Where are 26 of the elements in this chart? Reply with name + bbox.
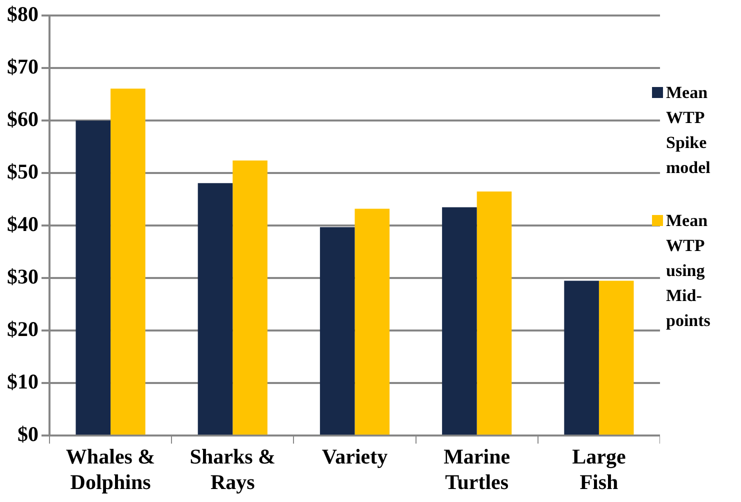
bar xyxy=(76,120,111,435)
legend-label: Mean WTP Spike model xyxy=(666,82,712,179)
y-tick-label: $80 xyxy=(7,2,38,26)
bar xyxy=(110,88,146,435)
x-tick-label: Marine Turtles xyxy=(444,444,510,494)
legend-label: Mean WTP using Mid-points xyxy=(666,210,712,332)
bar xyxy=(476,191,512,435)
x-tick-label: Sharks & Rays xyxy=(190,444,276,494)
y-tick-label: $30 xyxy=(7,264,38,289)
bar xyxy=(598,280,634,435)
x-tick-label: Large Fish xyxy=(572,444,626,494)
y-tick-label: $40 xyxy=(7,212,38,236)
bar xyxy=(354,208,390,435)
y-tick-label: $20 xyxy=(7,317,38,342)
bar xyxy=(198,183,233,435)
y-tick-label: $10 xyxy=(7,370,38,394)
y-tick-label: $50 xyxy=(7,160,38,184)
bar xyxy=(320,227,355,435)
bar xyxy=(442,207,477,435)
x-tick-label: Variety xyxy=(322,444,388,469)
y-tick-label: $60 xyxy=(7,107,38,132)
bar xyxy=(564,280,599,435)
x-tick-label: Whales & Dolphins xyxy=(66,444,156,494)
bar xyxy=(232,160,268,435)
y-tick-label: $70 xyxy=(7,54,38,79)
y-tick-label: $0 xyxy=(18,422,38,446)
